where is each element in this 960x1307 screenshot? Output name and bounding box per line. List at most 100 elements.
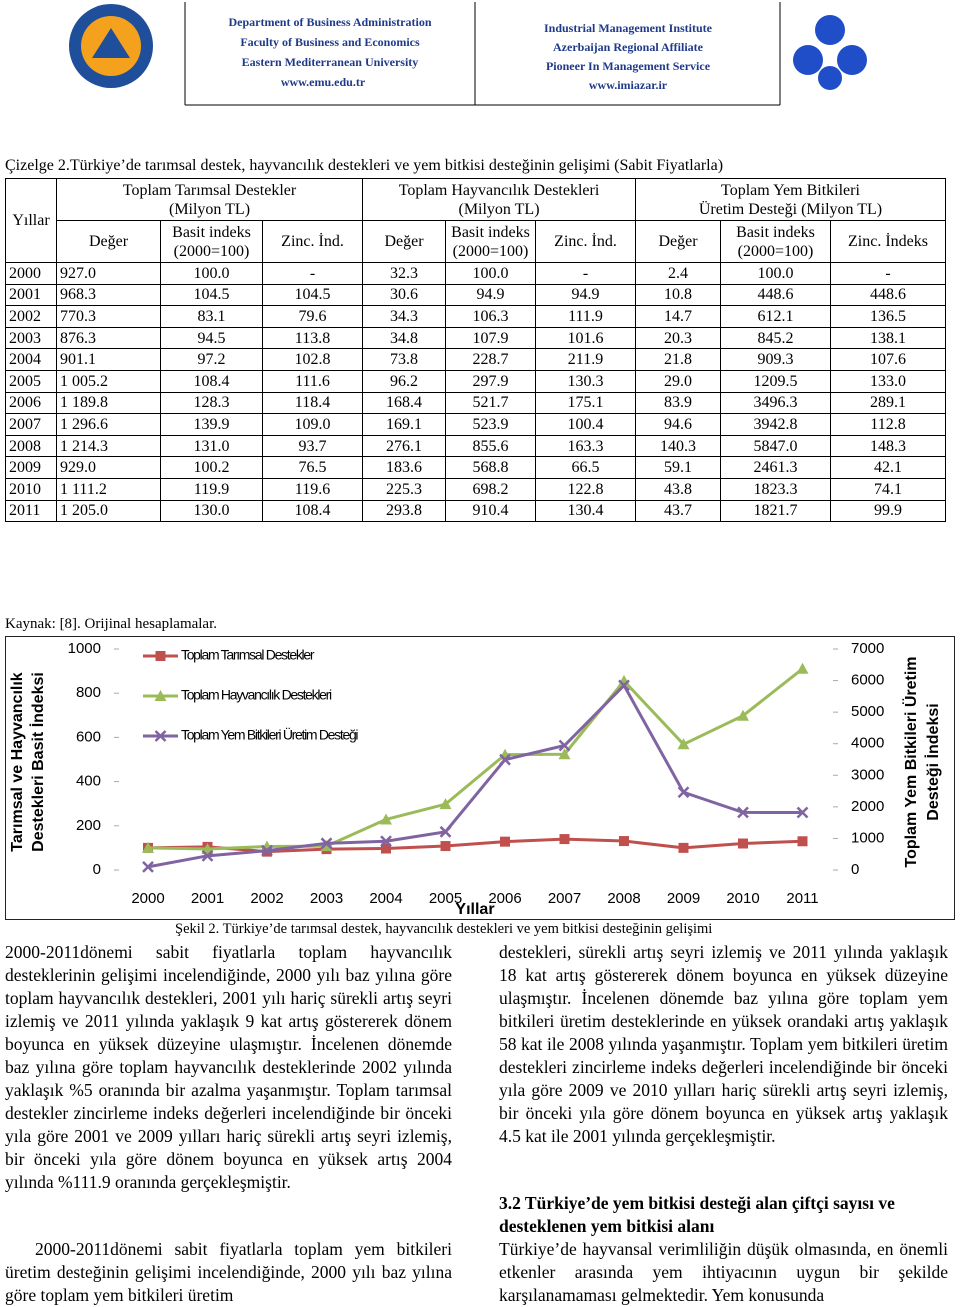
table-cell: 183.6 xyxy=(362,456,446,479)
table-cell: 1 189.8 xyxy=(56,391,161,415)
marker xyxy=(677,738,690,750)
table-cell: 108.4 xyxy=(160,369,263,393)
table-cell: 83.9 xyxy=(635,391,721,415)
table-row: 2004 901.1 97.2 102.8 73.8 228.7 211.9 21.8 909.… xyxy=(5,348,946,371)
figure-caption: Şekil 2. Türkiye’de tarımsal destek, hay… xyxy=(175,921,713,937)
marker xyxy=(320,837,333,850)
section-heading: 3.2 Türkiye’de yem bitkisi desteği alan … xyxy=(499,1193,895,1236)
table-cell: 29.0 xyxy=(635,369,721,393)
table-row: 2011 1 205.0 130.0 108.4 293.8 910.4 130.4 43.7… xyxy=(5,499,946,523)
table-cell: 43.8 xyxy=(635,477,721,501)
table-cell: 2.4 xyxy=(635,262,721,285)
table-cell: 855.6 xyxy=(445,434,536,458)
table-cell: 293.8 xyxy=(362,499,446,523)
table-row: 2005 1 005.2 108.4 111.6 96.2 297.9 130.3 29.0 1… xyxy=(5,369,946,393)
table-cell: 2007 xyxy=(5,413,57,436)
table-cell: 289.1 xyxy=(830,391,946,415)
y-tick-label: 800 xyxy=(76,684,101,701)
table-cell: 74.1 xyxy=(830,477,946,501)
header-line: www.imiazar.ir xyxy=(589,78,668,92)
table-cell: 107.6 xyxy=(830,348,946,371)
table-cell: 118.4 xyxy=(262,391,363,415)
table-cell: 119.6 xyxy=(262,477,363,501)
axis-label: Toplam Yem Bitkileri Üretim xyxy=(901,656,920,867)
header-line: Department of Business Administration xyxy=(228,15,431,29)
cell-line: Değer xyxy=(658,233,698,250)
marker xyxy=(320,840,333,852)
y-tick-label: 400 xyxy=(76,773,101,790)
cell-line: Zinc. İnd. xyxy=(281,233,344,250)
table-cell: 111.6 xyxy=(262,369,363,393)
cell-line: Üretim Desteği (Milyon TL) xyxy=(698,200,883,218)
table-cell: 211.9 xyxy=(535,348,636,371)
table-cell: 104.5 xyxy=(160,283,263,307)
y2-tick-label: 7000 xyxy=(851,640,884,657)
table-cell: 138.1 xyxy=(830,326,946,350)
axis-label: Desteği İndeksi xyxy=(924,703,942,820)
cell-line: (2000=100) xyxy=(452,242,529,260)
source: Kaynak: [8]. Orijinal hesaplamalar. xyxy=(5,616,218,632)
table-cell: 94.6 xyxy=(635,413,721,436)
marker xyxy=(499,753,511,766)
marker xyxy=(439,798,452,810)
table-cell: 448.6 xyxy=(830,283,946,307)
table-cell: 770.3 xyxy=(56,305,161,328)
x-tick-label: 2007 xyxy=(548,890,581,907)
x-tick-label: 2006 xyxy=(488,890,521,907)
sub-header: Basit indeks (2000=100) xyxy=(160,220,263,263)
cell-line: Zinc. İndeks xyxy=(848,233,928,250)
x-tick-label: 2003 xyxy=(310,890,343,907)
cell-line: (2000=100) xyxy=(737,242,814,260)
table-cell: 2005 xyxy=(5,369,57,393)
table-cell: 112.8 xyxy=(830,413,946,436)
imi-logo xyxy=(793,15,867,90)
table-cell: 169.1 xyxy=(362,413,446,436)
y2-tick-label: 6000 xyxy=(851,672,884,689)
table-cell: 133.0 xyxy=(830,369,946,393)
x-tick-label: 2011 xyxy=(786,890,818,907)
cell-line: (Milyon TL) xyxy=(458,200,540,218)
table-cell: - xyxy=(830,262,946,285)
table-cell: 2000 xyxy=(5,262,57,285)
table-cell: 1209.5 xyxy=(720,369,831,393)
marker xyxy=(142,860,154,873)
table-cell: - xyxy=(262,262,363,285)
logo-dot xyxy=(818,66,842,90)
cell-line: (Milyon TL) xyxy=(168,200,251,218)
table-cell: 5847.0 xyxy=(720,434,831,458)
y2-tick-label: 4000 xyxy=(851,735,884,752)
table-cell: 2461.3 xyxy=(720,456,831,479)
header-line: www.emu.edu.tr xyxy=(281,75,366,89)
marker xyxy=(154,690,167,701)
table-cell: 3942.8 xyxy=(720,413,831,436)
header-line: Azerbaijan Regional Affiliate xyxy=(553,40,704,54)
y-tick-label: 200 xyxy=(76,817,101,834)
table-cell: 104.5 xyxy=(262,283,363,307)
cell-line: Değer xyxy=(88,233,129,250)
table-cell: 139.9 xyxy=(160,413,263,436)
table-caption: Çizelge 2.Türkiye’de tarımsal destek, ha… xyxy=(5,157,724,174)
marker xyxy=(738,838,748,849)
marker xyxy=(678,842,689,853)
logo-mark xyxy=(92,28,130,58)
table-cell: 99.9 xyxy=(830,499,946,523)
cell-line: Toplam Hayvancılık Destekleri xyxy=(398,181,600,199)
cell-line: Basit indeks xyxy=(736,223,815,241)
legend-label: Toplam Hayvancılık Destekleri xyxy=(181,687,332,703)
axis-label: Destekleri Basit İndeksi xyxy=(29,672,47,852)
x-tick-label: 2010 xyxy=(726,890,759,907)
table-row: 2007 1 296.6 139.9 109.0 169.1 523.9 100.4 94.6… xyxy=(5,413,946,436)
x-tick-label: 2009 xyxy=(667,890,700,907)
sub-header: Zinc. İnd. xyxy=(535,220,636,263)
table-cell: 3496.3 xyxy=(720,391,831,415)
table-cell: 523.9 xyxy=(445,413,536,436)
y-tick-label: 600 xyxy=(76,728,101,745)
table-row: 2002 770.3 83.1 79.6 34.3 106.3 111.9 14.7 612.1… xyxy=(5,305,946,328)
table-cell: 20.3 xyxy=(635,326,721,350)
table-cell: 2002 xyxy=(5,305,57,328)
table-row: 2010 1 111.2 119.9 119.6 225.3 698.2 122.8 43.8… xyxy=(5,477,946,501)
y-tick-label: 0 xyxy=(93,861,101,878)
table-cell: 168.4 xyxy=(362,391,446,415)
table-cell: 109.0 xyxy=(262,413,363,436)
